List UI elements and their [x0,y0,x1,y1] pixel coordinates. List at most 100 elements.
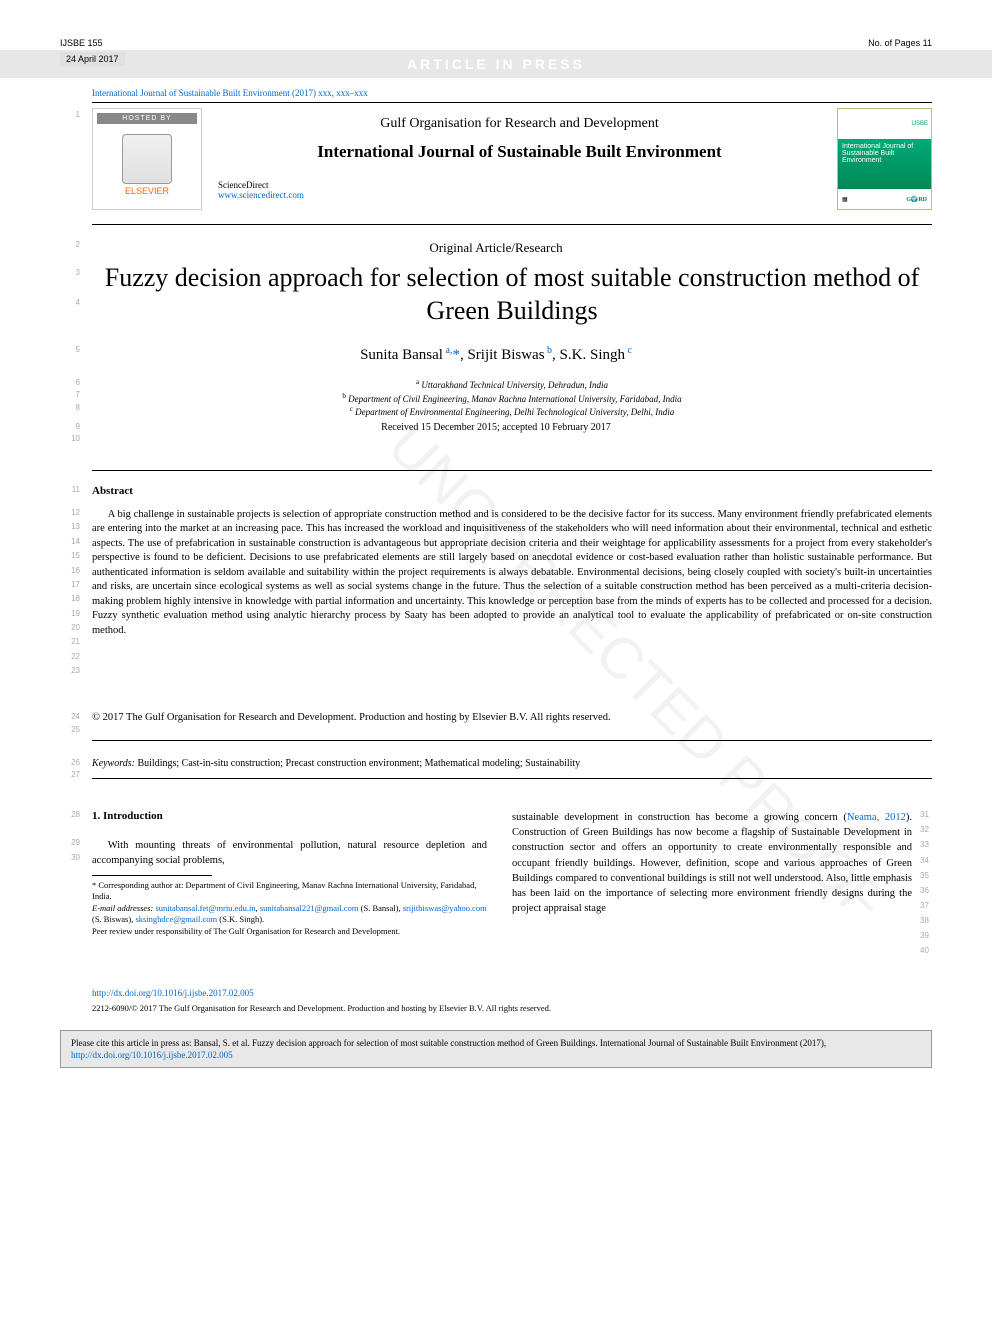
elsevier-tree-icon [122,134,172,184]
hosted-by-box: HOSTED BY ELSEVIER [92,108,202,210]
sciencedirect-link[interactable]: www.sciencedirect.com [218,190,827,200]
email-name-2: (S. Biswas), [92,914,133,924]
intro-p1-left: With mounting threats of environmental p… [92,838,487,868]
keywords-rule [92,778,932,779]
line-num: 3 [62,268,80,277]
intro-p1-right-b: ). Construction of Green Buildings has n… [512,812,912,914]
line-num: 15 [62,551,80,560]
page-count: No. of Pages 11 [868,38,932,48]
email-addresses: E-mail addresses: sunitabansal.fet@mriu.… [92,903,487,926]
line-num: 37 [920,901,938,910]
line-num: 6 [62,378,80,387]
elsevier-logo: ELSEVIER [112,130,182,200]
line-num: 17 [62,580,80,589]
line-num: 35 [920,871,938,880]
line-num: 30 [62,853,80,862]
line-num: 8 [62,403,80,412]
email-name-1: (S. Bansal), [361,903,401,913]
keywords-text: Buildings; Cast-in-situ construction; Pr… [137,758,580,769]
line-num: 4 [62,298,80,307]
footnotes: * Corresponding author at: Department of… [92,880,487,937]
line-num: 26 [62,758,80,767]
cover-mid: International Journal of Sustainable Bui… [838,139,931,189]
line-num: 40 [920,946,938,955]
line-num: 25 [62,725,80,734]
keywords-line: Keywords: Buildings; Cast-in-situ constr… [92,758,932,769]
peer-review-note: Peer review under responsibility of The … [92,926,487,937]
line-num: 7 [62,390,80,399]
affiliation-c: Department of Environmental Engineering,… [355,407,674,417]
reference-link[interactable]: Neama, 2012 [847,812,906,823]
line-num: 22 [62,652,80,661]
org-name: Gulf Organisation for Research and Devel… [212,116,827,132]
cover-icon: ▦ [842,196,848,203]
journal-code: IJSBE 155 [60,38,125,48]
keywords-label: Keywords: [92,758,135,769]
email-3[interactable]: srijitbiswas@yahoo.com [403,903,487,913]
elsevier-text: ELSEVIER [125,186,169,196]
line-num: 28 [62,810,80,819]
citation-line: International Journal of Sustainable Bui… [92,88,368,98]
column-left: With mounting threats of environmental p… [92,838,487,868]
intro-p1-right-a: sustainable development in construction … [512,812,847,823]
line-num: 14 [62,537,80,546]
sciencedirect-block: ScienceDirect www.sciencedirect.com [218,180,827,200]
journal-name: International Journal of Sustainable Bui… [212,142,827,162]
abstract-body: A big challenge in sustainable projects … [92,508,932,638]
corresponding-star: * [452,347,460,363]
received-line: Received 15 December 2015; accepted 10 F… [0,422,992,433]
affiliation-b: Department of Civil Engineering, Manav R… [348,394,681,404]
line-num: 23 [62,666,80,675]
line-num: 5 [62,345,80,354]
email-4[interactable]: sksinghdce@gmail.com [135,914,217,924]
line-num: 27 [62,770,80,779]
line-num: 36 [920,886,938,895]
section-1-heading: 1. Introduction [92,810,163,822]
abstract-rule-bottom [92,740,932,741]
line-num: 29 [62,838,80,847]
journal-cover: IJSBE International Journal of Sustainab… [837,108,932,210]
line-num: 24 [62,712,80,721]
author-1: Sunita Bansal [360,347,443,363]
page-header: IJSBE 155 24 April 2017 No. of Pages 11 [60,38,932,66]
author-2-aff: b [545,345,553,356]
author-2: Srijit Biswas [467,347,544,363]
ijsbe-badge: IJSBE [911,121,928,127]
top-rule [92,102,932,103]
email-2[interactable]: sunitabansal221@gmail.com [260,903,359,913]
header-left: IJSBE 155 24 April 2017 [60,38,125,66]
line-num: 38 [920,916,938,925]
author-3-aff: c [625,345,632,356]
cite-doi-link[interactable]: http://dx.doi.org/10.1016/j.ijsbe.2017.0… [71,1050,233,1060]
masthead: HOSTED BY ELSEVIER Gulf Organisation for… [92,108,932,210]
abstract-rule-top [92,470,932,471]
email-1[interactable]: sunitabansal.fet@mriu.edu.in [155,903,255,913]
line-num: 13 [62,522,80,531]
cover-bottom: ▦ G🌍RD [838,189,931,209]
line-num: 33 [920,840,938,849]
doi-link[interactable]: http://dx.doi.org/10.1016/j.ijsbe.2017.0… [92,988,254,998]
hosted-by-label: HOSTED BY [97,113,197,124]
line-num: 31 [920,810,938,819]
affiliations: a Uttarakhand Technical University, Dehr… [92,378,932,419]
footnote-separator [92,875,212,876]
line-num: 1 [62,110,80,119]
line-num: 34 [920,856,938,865]
affiliation-a: Uttarakhand Technical University, Dehrad… [421,380,608,390]
article-title: Fuzzy decision approach for selection of… [92,262,932,327]
line-num: 11 [62,485,80,494]
gord-badge: G🌍RD [906,196,927,203]
corresponding-author: * Corresponding author at: Department of… [92,880,487,903]
abstract-label: Abstract [92,485,133,497]
email-name-3: (S.K. Singh). [219,914,264,924]
masthead-center: Gulf Organisation for Research and Devel… [212,108,827,210]
email-label: E-mail addresses: [92,903,153,913]
line-num: 19 [62,609,80,618]
citation-box: Please cite this article in press as: Ba… [60,1030,932,1068]
column-right: sustainable development in construction … [512,810,912,917]
article-type: Original Article/Research [0,240,992,256]
authors: Sunita Bansal a,*, Srijit Biswas b, S.K.… [0,345,992,364]
line-num: 18 [62,594,80,603]
line-num: 2 [62,240,80,249]
cite-text: Please cite this article in press as: Ba… [71,1038,826,1048]
